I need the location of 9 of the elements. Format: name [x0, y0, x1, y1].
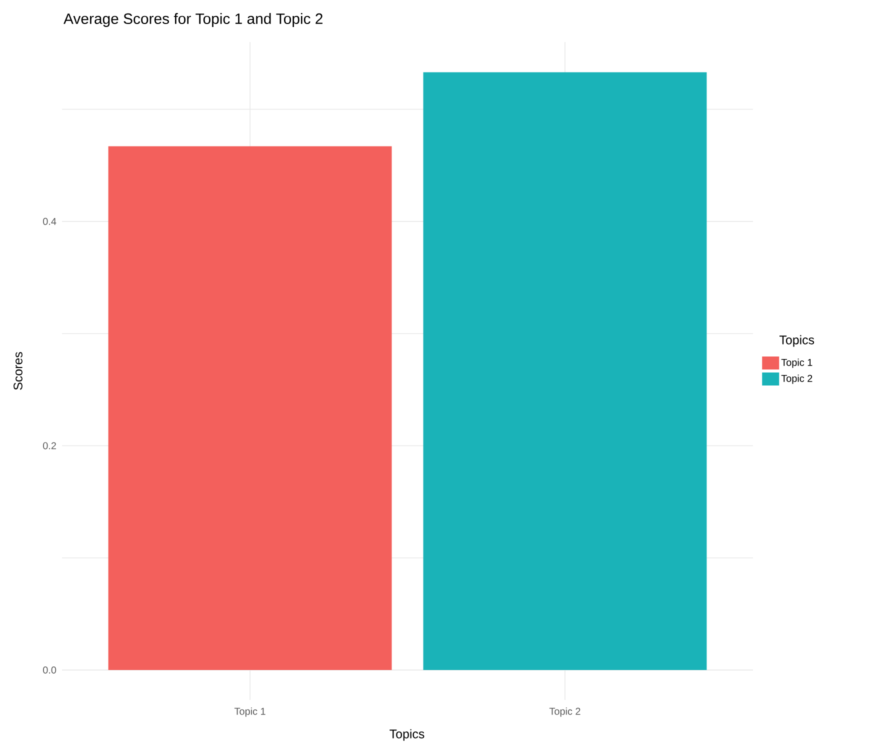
y-tick-label: 0.4 [43, 218, 56, 225]
legend-title: Topics [779, 335, 814, 347]
x-axis-title: Topics [390, 729, 424, 741]
y-axis-title: Scores [14, 352, 22, 390]
y-tick-label: 0.0 [43, 666, 56, 674]
chart-title: Average Scores for Topic 1 and Topic 2 [64, 13, 322, 27]
y-tick-label: 0.2 [43, 442, 56, 450]
legend-label: Topic 2 [781, 374, 812, 384]
legend-label: Topic 1 [781, 358, 812, 368]
